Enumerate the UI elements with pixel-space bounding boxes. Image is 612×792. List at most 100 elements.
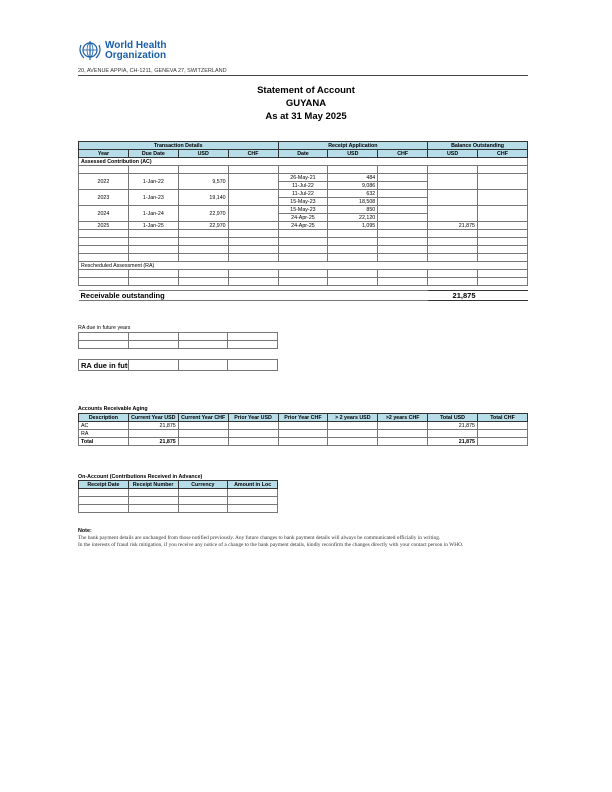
amount-usd-cell: 9,570	[177, 173, 229, 190]
aging-cell: RA	[78, 429, 129, 438]
receivable-label: Receivable outstanding	[78, 290, 428, 301]
column-header: Prior Year CHF	[277, 413, 329, 422]
receipt-date-cell: 11-Jul-22	[277, 181, 329, 190]
aging-cell	[227, 437, 279, 446]
aging-cell	[327, 421, 379, 430]
on-account-table: Receipt Date Receipt Number Currency Amount…	[78, 480, 278, 513]
amount-usd-cell: 22,970	[177, 221, 229, 230]
receipt-date-cell: 24-Apr-25	[277, 213, 329, 222]
column-header: USD	[427, 149, 478, 158]
year-cell: 2022	[78, 173, 129, 190]
column-header: CHF	[227, 149, 279, 158]
year-cell: 2023	[78, 189, 129, 206]
group-header: Receipt Application	[277, 141, 429, 150]
ra-future-label: RA due in future years	[78, 325, 131, 331]
amount-usd-cell: 19,140	[177, 189, 229, 206]
column-header: > 2 years USD	[327, 413, 379, 422]
due-date-cell: 1-Jan-25	[127, 221, 179, 230]
receipt-usd-cell: 850	[327, 205, 379, 214]
balance-usd-cell	[427, 173, 478, 190]
column-header: Current Year CHF	[177, 413, 229, 422]
note-title: Note:	[78, 528, 92, 534]
due-date-cell: 1-Jan-23	[127, 189, 179, 206]
receipt-date-cell: 26-May-21	[277, 173, 329, 182]
page-title: Statement of Account	[257, 85, 355, 96]
note-line: In the interests of fraud risk mitigatio…	[78, 542, 464, 548]
aging-table: Description Current Year USD Current Year …	[78, 413, 528, 446]
table-row: 2023 1-Jan-23 19,140 11-Jul-22 632	[78, 189, 528, 206]
receipt-usd-cell: 484	[327, 173, 379, 182]
group-header: Balance Outstanding	[427, 141, 528, 150]
who-emblem-icon	[79, 41, 101, 60]
year-cell: 2024	[78, 205, 129, 222]
receipt-date-cell: 15-May-23	[277, 205, 329, 214]
column-header: Description	[78, 413, 129, 422]
aging-cell	[177, 421, 229, 430]
note-line: The bank payment details are unchanged f…	[78, 535, 441, 541]
balance-usd-cell	[427, 205, 478, 222]
aging-cell	[277, 429, 329, 438]
aging-cell	[477, 437, 528, 446]
receivable-value: 21,875	[452, 291, 476, 300]
receipt-date-cell: 15-May-23	[277, 197, 329, 206]
balance-usd-cell: 21,875	[427, 221, 478, 230]
ra-future-total: RA due in future years	[78, 359, 278, 371]
org-name: World Health	[105, 40, 167, 51]
column-header: Amount in Loc	[227, 480, 278, 489]
ac-label: Assessed Contribution (AC)	[78, 157, 528, 166]
address: 20, AVENUE APPIA, CH-1211, GENEVA 27, SW…	[78, 68, 528, 76]
aging-cell	[177, 429, 229, 438]
aging-cell	[477, 429, 528, 438]
statement-table: Transaction Details Receipt Application Ba…	[78, 141, 528, 301]
aging-cell	[327, 437, 379, 446]
aging-cell	[327, 429, 379, 438]
on-account-title: On-Account (Contributions Received in Ad…	[78, 474, 203, 480]
column-header: Current Year USD	[127, 413, 179, 422]
balance-usd-cell	[427, 189, 478, 206]
receipt-usd-cell: 632	[327, 189, 379, 198]
due-date-cell: 1-Jan-24	[127, 205, 179, 222]
aging-cell: AC	[78, 421, 129, 430]
column-header: Currency	[177, 480, 229, 489]
aging-cell: 21,875	[427, 437, 478, 446]
column-header: Total USD	[427, 413, 478, 422]
aging-row: AC 21,875 21,875	[78, 421, 528, 430]
aging-cell	[127, 429, 179, 438]
column-header: Total CHF	[477, 413, 528, 422]
column-header: Date	[277, 149, 329, 158]
year-cell: 2025	[78, 221, 129, 230]
aging-cell: 21,875	[127, 421, 179, 430]
receipt-date-cell: 24-Apr-25	[277, 221, 329, 230]
aging-cell	[177, 437, 229, 446]
aging-cell	[477, 421, 528, 430]
column-header: USD	[177, 149, 229, 158]
column-header: >2 years CHF	[377, 413, 429, 422]
column-header: Receipt Number	[127, 480, 179, 489]
aging-cell	[377, 421, 429, 430]
ra-future-table	[78, 332, 278, 349]
ra-future-total-label: RA due in future years	[78, 359, 129, 371]
aging-cell	[427, 429, 478, 438]
aging-cell	[277, 437, 329, 446]
group-header: Transaction Details	[78, 141, 279, 150]
who-logo: World Health Organization	[78, 40, 166, 62]
column-header: USD	[327, 149, 379, 158]
note: Note: The bank payment details are uncha…	[78, 528, 528, 549]
aging-cell	[377, 429, 429, 438]
receipt-usd-cell: 1,095	[327, 221, 379, 230]
table-row: 2024 1-Jan-24 22,970 15-May-23 850	[78, 205, 528, 222]
column-header: CHF	[477, 149, 528, 158]
org-name-2: Organization	[105, 50, 167, 61]
column-header: Prior Year USD	[227, 413, 279, 422]
as-at-date: As at 31 May 2025	[265, 111, 347, 122]
table-row: 2022 1-Jan-22 9,570 26-May-21 484	[78, 173, 528, 190]
aging-title: Accounts Receivable Aging	[78, 406, 148, 412]
table-row: 2025 1-Jan-25 22,970 24-Apr-25 1,095 21,875	[78, 221, 528, 230]
country: GUYANA	[285, 98, 327, 109]
aging-row: RA	[78, 429, 528, 438]
column-header: CHF	[377, 149, 429, 158]
receipt-usd-cell: 9,086	[327, 181, 379, 190]
amount-usd-cell: 22,970	[177, 205, 229, 222]
aging-cell	[227, 421, 279, 430]
